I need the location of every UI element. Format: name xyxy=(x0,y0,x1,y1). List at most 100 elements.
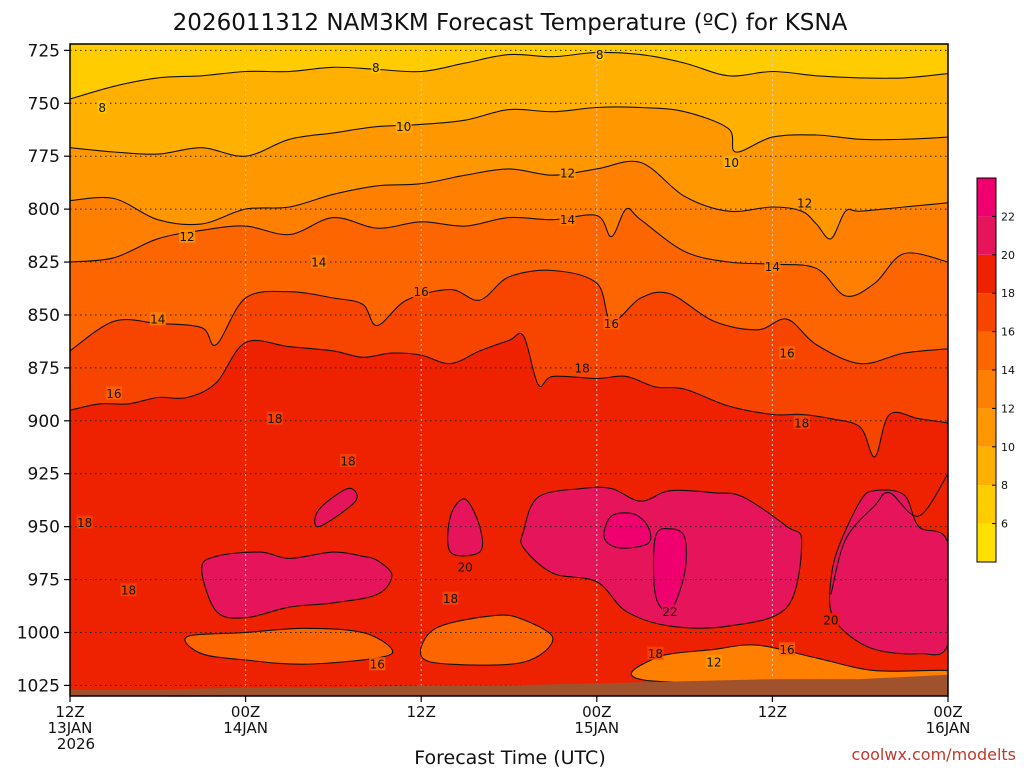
plot-frame xyxy=(69,43,949,697)
contour-line-8 xyxy=(70,51,948,100)
y-tick-label: 800 xyxy=(28,200,60,220)
contour-label-20: 20 xyxy=(823,613,838,627)
contour-labels: 8 8 8 10 10 12 12 12 14 14 14 14 16 16 16 16 16 18 18 18 18 1… xyxy=(76,47,839,672)
contour-label-bg xyxy=(559,212,576,226)
colorbar-swatch-20 xyxy=(977,216,996,255)
y-tick-label: 900 xyxy=(28,412,60,432)
warm-region-22-6 xyxy=(653,528,687,613)
y-tick-label: 1000 xyxy=(17,623,60,643)
credit-link[interactable]: coolwx.com/modelts xyxy=(852,745,1016,764)
contour-label-22: 22 xyxy=(662,605,677,619)
warm-region-line-1 xyxy=(201,551,393,619)
x-tick-label: 00Z xyxy=(933,703,962,721)
contour-label-10: 10 xyxy=(724,156,739,170)
contour-label-bg xyxy=(179,229,196,243)
y-tick-label: 950 xyxy=(28,518,60,538)
contour-label-bg xyxy=(779,642,796,656)
y-tick-label: 875 xyxy=(28,359,60,379)
colorbar-tick-label: 6 xyxy=(1001,518,1008,531)
contour-label-bg xyxy=(442,591,459,605)
warm-region-20-4 xyxy=(829,489,948,655)
warm-region-20-1 xyxy=(201,552,392,619)
x-tick-label: 00Z xyxy=(231,703,260,721)
y-tick-label: 750 xyxy=(28,94,60,114)
chart-title: 2026011312 NAM3KM Forecast Temperature (… xyxy=(173,10,848,36)
contour-label-bg xyxy=(76,515,93,529)
contour-label-18: 18 xyxy=(340,455,355,469)
contour-label-bg xyxy=(647,646,664,660)
contour-label-bg xyxy=(764,259,781,273)
contour-label-18: 18 xyxy=(575,361,590,375)
contour-label-bg xyxy=(371,60,381,74)
warm-region-22-5 xyxy=(603,512,651,549)
warm-region-line-4 xyxy=(828,489,948,656)
colorbar-tick-label: 8 xyxy=(1001,479,1008,492)
grid-lines xyxy=(70,44,948,696)
contour-label-bg xyxy=(559,166,576,180)
y-tick-label: 825 xyxy=(28,253,60,273)
x-tick-label: 2026 xyxy=(57,735,95,753)
contour-label-16: 16 xyxy=(370,658,385,672)
y-tick-label: 725 xyxy=(28,41,60,61)
contour-label-bg xyxy=(793,415,810,429)
contour-label-16: 16 xyxy=(106,387,121,401)
contour-label-bg xyxy=(149,312,166,326)
contour-label-18: 18 xyxy=(794,416,809,430)
y-tick-label: 775 xyxy=(28,147,60,167)
contour-line-20 xyxy=(830,473,948,595)
contour-label-12: 12 xyxy=(179,230,194,244)
contour-label-bg xyxy=(595,47,605,61)
warm-region-line-6 xyxy=(652,528,687,613)
contour-label-12: 12 xyxy=(706,656,721,670)
contour-label-bg xyxy=(661,604,678,618)
contour-label-10: 10 xyxy=(396,120,411,134)
contour-label-20: 20 xyxy=(457,560,472,574)
warm-region-20-3 xyxy=(314,488,358,527)
contour-line-18 xyxy=(70,332,948,458)
contour-label-bg xyxy=(705,655,722,669)
y-tick-label: 850 xyxy=(28,306,60,326)
colorbar-swatch-18 xyxy=(977,254,996,294)
contour-label-bg xyxy=(120,583,137,597)
colorbar-swatch-14 xyxy=(977,331,996,370)
contour-label-bg xyxy=(413,284,430,298)
contour-label-16: 16 xyxy=(779,347,794,361)
contour-label-bg xyxy=(97,100,107,114)
contour-label-bg xyxy=(457,559,474,573)
contour-label-14: 14 xyxy=(765,260,780,274)
contour-label-8: 8 xyxy=(98,101,106,115)
y-tick-label: 925 xyxy=(28,465,60,485)
colorbar-swatch-22 xyxy=(977,178,996,217)
x-axis-label: Forecast Time (UTC) xyxy=(414,747,605,768)
colorbar-tick-label: 16 xyxy=(1001,326,1015,339)
colorbar-swatch-6 xyxy=(977,485,996,524)
contour-label-bg xyxy=(779,346,796,360)
contour-label-bg xyxy=(105,386,122,400)
contour-label-bg xyxy=(574,360,591,374)
band-above-8 xyxy=(70,44,948,99)
contour-fills xyxy=(70,44,948,696)
contour-label-8: 8 xyxy=(372,61,380,75)
x-tick-label: 00Z xyxy=(582,703,611,721)
y-tick-label: 1025 xyxy=(17,676,60,696)
contour-line-16 xyxy=(70,269,948,365)
cool-pocket-line-1 xyxy=(420,614,554,666)
contour-label-16: 16 xyxy=(779,643,794,657)
x-tick-label: 14JAN xyxy=(223,719,268,737)
warm-region-line-2 xyxy=(447,498,484,557)
colorbar-tick-label: 10 xyxy=(1001,441,1015,454)
colorbar-tick-label: 12 xyxy=(1001,402,1015,415)
colorbar-swatch-4 xyxy=(977,523,996,562)
cool-pocket-1 xyxy=(420,615,553,666)
colorbar-swatch-16 xyxy=(977,293,996,332)
contour-label-bg xyxy=(395,119,412,133)
contour-label-bg xyxy=(822,612,839,626)
contour-label-bg xyxy=(723,155,740,169)
colorbar: 6 8 10 12 14 16 18 20 22 xyxy=(976,177,1015,563)
contour-label-14: 14 xyxy=(150,313,165,327)
y-axis: 725 750 775 800 825 850 875 900 925 950 975 1000 102… xyxy=(17,41,70,696)
contour-label-bg xyxy=(340,454,357,468)
cool-pocket-line-0 xyxy=(184,627,394,665)
